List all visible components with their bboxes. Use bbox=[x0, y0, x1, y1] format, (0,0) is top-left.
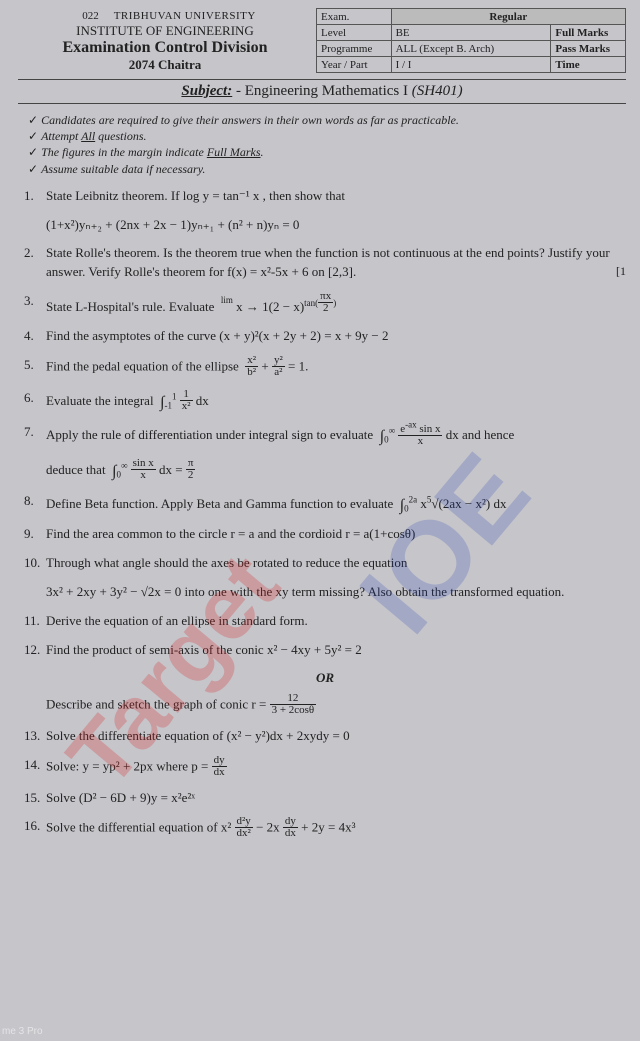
question-5: 5. Find the pedal equation of the ellips… bbox=[24, 356, 626, 379]
university: TRIBHUVAN UNIVERSITY bbox=[114, 10, 256, 22]
info-prog-l: Programme bbox=[317, 41, 392, 57]
instr-4: Assume suitable data if necessary. bbox=[28, 161, 626, 177]
subject-name: - Engineering Mathematics I bbox=[236, 83, 408, 99]
question-12: 12. Find the product of semi-axis of the… bbox=[24, 641, 626, 660]
questions-list: 1. State Leibnitz theorem. If log y = ta… bbox=[24, 187, 626, 841]
question-14: 14. Solve: y = yp² + 2px where p = dydx bbox=[24, 756, 626, 779]
question-10: 10. Through what angle should the axes b… bbox=[24, 554, 626, 573]
session: 2074 Chaitra bbox=[18, 57, 312, 73]
info-table: Exam. Regular Level BE Full Marks Progra… bbox=[316, 8, 626, 73]
instr-3: The figures in the margin indicate Full … bbox=[28, 144, 626, 160]
info-exam: Exam. bbox=[317, 9, 392, 25]
division: Examination Control Division bbox=[18, 39, 312, 57]
or-divider: OR bbox=[24, 670, 626, 686]
subject-code: (SH401) bbox=[412, 83, 463, 99]
question-4: 4. Find the asymptotes of the curve (x +… bbox=[24, 327, 626, 346]
info-fullmarks: Full Marks bbox=[551, 25, 626, 41]
question-3: 3. State L-Hospital's rule. Evaluate lim… bbox=[24, 292, 626, 317]
info-passmarks: Pass Marks bbox=[551, 41, 626, 57]
info-time: Time bbox=[551, 57, 626, 73]
info-regular: Regular bbox=[391, 9, 625, 25]
info-level-l: Level bbox=[317, 25, 392, 41]
question-1-eq: (1+x²)yₙ₊₂ + (2nx + 2x − 1)yₙ₊₁ + (n² + … bbox=[46, 216, 626, 235]
question-6: 6. Evaluate the integral ∫-11 1x² dx bbox=[24, 389, 626, 414]
info-year-l: Year / Part bbox=[317, 57, 392, 73]
question-8: 8. Define Beta function. Apply Beta and … bbox=[24, 492, 626, 515]
question-10-eq: 3x² + 2xy + 3y² − √2x = 0 into one with … bbox=[46, 583, 626, 602]
question-9: 9. Find the area common to the circle r … bbox=[24, 525, 626, 544]
subject-label: Subject: bbox=[181, 83, 232, 99]
question-12-alt: Describe and sketch the graph of conic r… bbox=[46, 694, 626, 717]
question-7: 7. Apply the rule of differentiation und… bbox=[24, 423, 626, 448]
question-2: 2. State Rolle's theorem. Is the theorem… bbox=[24, 244, 626, 282]
info-prog-v: ALL (Except B. Arch) bbox=[391, 41, 551, 57]
info-year-v: I / I bbox=[391, 57, 551, 73]
question-15: 15. Solve (D² − 6D + 9)y = x²e²ˣ bbox=[24, 789, 626, 808]
exam-code: 022 bbox=[74, 10, 99, 22]
info-level-v: BE bbox=[391, 25, 551, 41]
institute: INSTITUTE OF ENGINEERING bbox=[18, 23, 312, 39]
header-left: 022 TRIBHUVAN UNIVERSITY INSTITUTE OF EN… bbox=[18, 8, 312, 73]
question-7-deduce: deduce that ∫0∞ sin xx dx = π2 bbox=[46, 458, 626, 483]
phone-watermark: me 3 Pro bbox=[2, 1026, 43, 1037]
question-16: 16. Solve the differential equation of x… bbox=[24, 817, 626, 840]
question-13: 13. Solve the differentiate equation of … bbox=[24, 727, 626, 746]
instr-1: Candidates are required to give their an… bbox=[28, 112, 626, 128]
instructions: Candidates are required to give their an… bbox=[28, 112, 626, 177]
instr-2: Attempt All questions. bbox=[28, 128, 626, 144]
subject-line: Subject: - Engineering Mathematics I (SH… bbox=[18, 79, 626, 104]
question-11: 11. Derive the equation of an ellipse in… bbox=[24, 612, 626, 631]
question-1: 1. State Leibnitz theorem. If log y = ta… bbox=[24, 187, 626, 206]
